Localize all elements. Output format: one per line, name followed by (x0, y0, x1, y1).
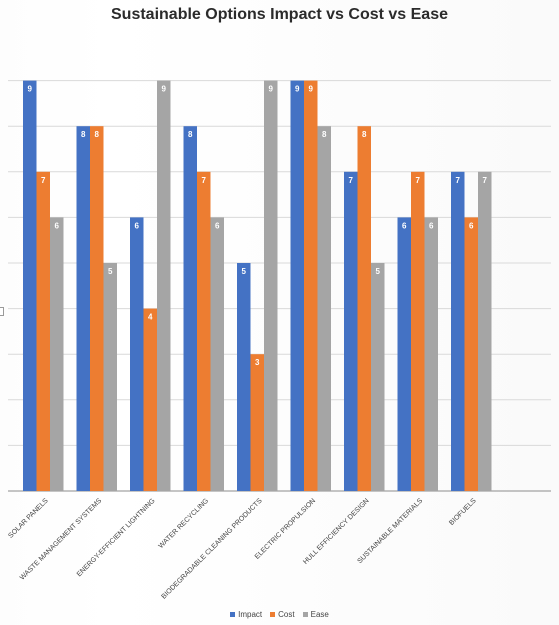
bar (90, 126, 104, 491)
category-label: WATER RECYCLING (158, 497, 211, 550)
bar (50, 217, 64, 491)
bar (464, 217, 478, 491)
legend-item: Ease (302, 610, 329, 619)
data-label: 6 (402, 221, 407, 230)
bar (290, 80, 304, 491)
bar (451, 171, 465, 492)
bar (237, 263, 251, 491)
legend-swatch (270, 612, 276, 618)
data-label: 6 (429, 221, 434, 230)
bar (371, 263, 385, 491)
legend-item: Impact (230, 610, 262, 619)
category-label: BIOFUELS (448, 497, 478, 527)
bar (183, 126, 197, 491)
legend-label: Ease (310, 610, 329, 619)
bar (23, 80, 37, 491)
bar (197, 171, 211, 492)
data-label: 7 (202, 176, 207, 185)
chart-title: Sustainable Options Impact vs Cost vs Ea… (111, 6, 448, 23)
bar (344, 171, 358, 492)
data-label: 6 (469, 221, 474, 230)
bar (397, 217, 411, 491)
bar (76, 126, 90, 491)
category-label: BIODEGRADABLE CLEANING PRODUCTS (161, 497, 264, 600)
bar (130, 217, 144, 491)
data-label: 6 (55, 221, 60, 230)
bar (157, 80, 171, 491)
data-label: 7 (349, 176, 354, 185)
data-label: 3 (255, 358, 260, 367)
data-label: 8 (322, 130, 327, 139)
data-label: 5 (242, 267, 247, 276)
data-label: 8 (81, 130, 86, 139)
category-label: SOLAR PANELS (7, 497, 50, 540)
data-label: 8 (188, 130, 193, 139)
bar (143, 308, 157, 491)
data-label: 4 (148, 313, 153, 322)
resize-handle[interactable] (0, 307, 4, 316)
bar (36, 171, 50, 492)
chart-legend: Impact Cost Ease (0, 610, 559, 619)
bar (411, 171, 425, 492)
bar (424, 217, 438, 491)
bar (264, 80, 278, 491)
data-label: 7 (483, 176, 488, 185)
data-label: 9 (295, 85, 300, 94)
bar (304, 80, 318, 491)
bar (250, 354, 264, 491)
data-label: 6 (135, 221, 140, 230)
bar (103, 263, 117, 491)
data-label: 7 (416, 176, 421, 185)
data-label: 9 (162, 85, 167, 94)
bar (210, 217, 224, 491)
data-label: 6 (215, 221, 220, 230)
data-label: 7 (456, 176, 461, 185)
data-label: 5 (108, 267, 113, 276)
legend-swatch (230, 612, 236, 618)
data-label: 9 (28, 85, 33, 94)
bar (478, 171, 492, 492)
data-label: 5 (376, 267, 381, 276)
legend-label: Impact (238, 610, 263, 619)
data-label: 9 (309, 85, 314, 94)
data-label: 7 (41, 176, 46, 185)
data-label: 9 (269, 85, 274, 94)
legend-swatch (302, 612, 308, 618)
data-label: 8 (362, 130, 367, 139)
category-label: ELECTRIC PROPULSION (254, 497, 317, 560)
category-label: SUSTAINABLE MATERIALS (356, 497, 424, 565)
legend-label: Cost (278, 610, 295, 619)
data-label: 8 (95, 130, 100, 139)
bar (357, 126, 371, 491)
bar (317, 126, 331, 491)
legend-item: Cost (270, 610, 295, 619)
